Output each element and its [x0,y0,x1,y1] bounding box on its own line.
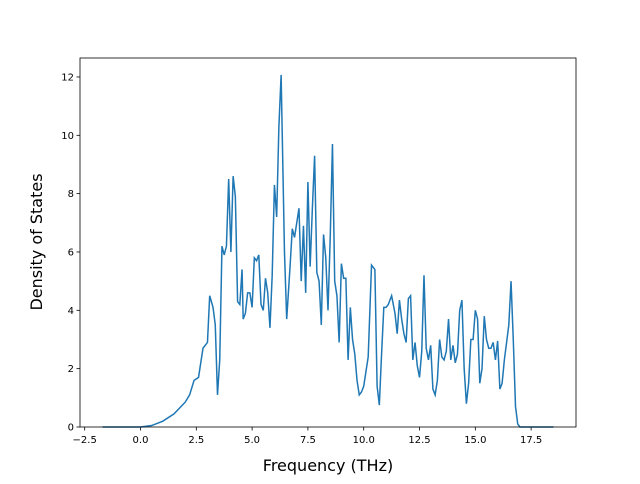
x-tick-label: 17.5 [520,435,542,446]
y-tick-label: 2 [68,364,74,375]
x-tick-label: 7.5 [300,435,316,446]
y-tick-label: 0 [68,423,74,434]
y-tick-label: 12 [61,72,74,83]
dos-line [102,74,554,428]
x-tick-label: 15.0 [464,435,486,446]
y-tick-label: 6 [68,247,74,258]
x-tick-label: −2.5 [73,435,97,446]
y-tick-label: 10 [61,131,74,142]
y-tick-label: 8 [68,189,74,200]
y-tick-label: 4 [68,306,74,317]
axes-frame [79,57,577,428]
y-axis-label: Density of States [27,173,46,310]
x-tick-label: 2.5 [188,435,204,446]
x-tick-label: 10.0 [353,435,375,446]
x-tick-label: 0.0 [133,435,149,446]
x-tick-label: 12.5 [408,435,430,446]
x-tick-label: 5.0 [244,435,260,446]
x-axis-label: Frequency (THz) [263,456,393,475]
